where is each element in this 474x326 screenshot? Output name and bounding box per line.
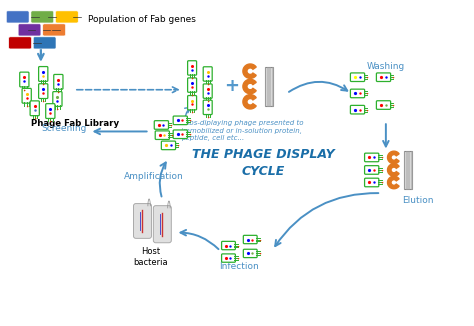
FancyBboxPatch shape (365, 178, 379, 187)
Wedge shape (243, 95, 256, 109)
FancyBboxPatch shape (20, 72, 29, 87)
FancyBboxPatch shape (203, 67, 212, 81)
FancyBboxPatch shape (188, 61, 197, 75)
FancyBboxPatch shape (22, 88, 31, 103)
FancyBboxPatch shape (188, 78, 197, 92)
Text: Host
bacteria: Host bacteria (134, 247, 168, 267)
FancyBboxPatch shape (188, 96, 197, 110)
Text: Elution: Elution (402, 196, 434, 205)
FancyBboxPatch shape (46, 104, 55, 118)
Text: +: + (224, 78, 239, 96)
Wedge shape (388, 176, 399, 189)
FancyBboxPatch shape (161, 141, 175, 150)
Text: Infection: Infection (219, 262, 259, 271)
FancyBboxPatch shape (243, 235, 257, 244)
FancyBboxPatch shape (38, 67, 48, 82)
Bar (265, 67, 273, 106)
FancyBboxPatch shape (221, 254, 236, 262)
FancyBboxPatch shape (18, 24, 41, 36)
FancyBboxPatch shape (38, 84, 48, 98)
FancyBboxPatch shape (365, 166, 379, 174)
FancyBboxPatch shape (55, 11, 78, 23)
FancyBboxPatch shape (376, 101, 391, 109)
FancyBboxPatch shape (154, 121, 168, 129)
FancyBboxPatch shape (350, 105, 365, 114)
FancyBboxPatch shape (155, 131, 169, 140)
Wedge shape (388, 164, 399, 176)
Text: Washing: Washing (367, 62, 405, 71)
FancyBboxPatch shape (43, 24, 65, 36)
FancyBboxPatch shape (6, 11, 29, 23)
Text: Population of Fab genes: Population of Fab genes (88, 15, 196, 24)
Bar (404, 151, 412, 189)
FancyBboxPatch shape (53, 92, 62, 106)
FancyBboxPatch shape (30, 101, 39, 116)
Text: Phage Fab Library: Phage Fab Library (31, 119, 119, 128)
FancyBboxPatch shape (134, 203, 152, 238)
FancyBboxPatch shape (203, 84, 212, 98)
FancyBboxPatch shape (9, 37, 31, 49)
Wedge shape (243, 79, 256, 94)
Wedge shape (243, 64, 256, 78)
FancyBboxPatch shape (243, 249, 257, 258)
FancyBboxPatch shape (173, 116, 187, 125)
FancyBboxPatch shape (33, 37, 56, 49)
FancyBboxPatch shape (154, 206, 171, 243)
FancyBboxPatch shape (376, 73, 391, 82)
FancyBboxPatch shape (350, 73, 365, 82)
FancyBboxPatch shape (31, 11, 54, 23)
Wedge shape (388, 151, 399, 164)
FancyBboxPatch shape (365, 153, 379, 162)
Text: Screening: Screening (41, 125, 87, 133)
FancyBboxPatch shape (173, 130, 187, 139)
FancyBboxPatch shape (54, 74, 63, 89)
FancyBboxPatch shape (350, 89, 365, 98)
FancyBboxPatch shape (221, 241, 236, 250)
Text: Fabs-diplaying phage presented to
immobilized or in-solution protein,
peptide, c: Fabs-diplaying phage presented to immobi… (181, 120, 304, 141)
FancyBboxPatch shape (203, 100, 212, 114)
Text: THE PHAGE DISPLAY
CYCLE: THE PHAGE DISPLAY CYCLE (191, 148, 334, 178)
Text: Amplification: Amplification (124, 172, 184, 181)
